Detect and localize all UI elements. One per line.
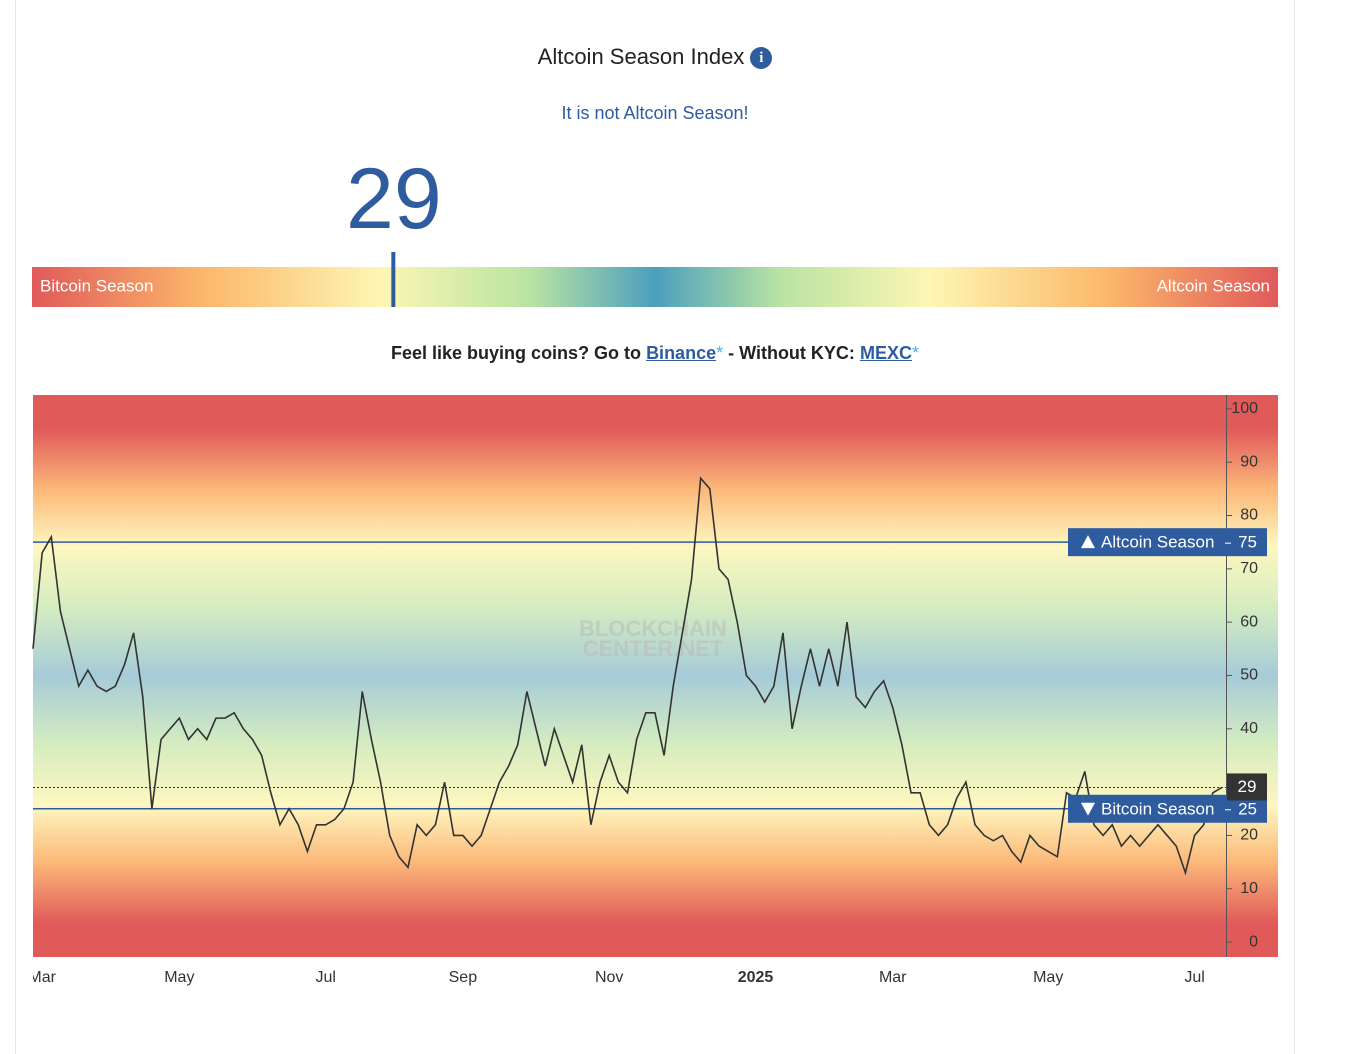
gauge-value: 29 [346, 151, 442, 247]
x-tick-label: 2025 [738, 969, 774, 986]
watermark-text: CENTER.NET [583, 636, 724, 661]
y-tick-label: 80 [1240, 507, 1258, 524]
threshold-label: Altcoin Season [1101, 533, 1214, 552]
watermark: BLOCKCHAIN CENTER.NET [579, 616, 727, 661]
y-tick-label: 0 [1249, 933, 1258, 950]
x-tick-label: Mar [879, 969, 907, 986]
promo-text: - Without KYC: [728, 343, 855, 363]
y-tick-label: 20 [1240, 827, 1258, 844]
y-tick-label: 50 [1240, 667, 1258, 684]
gauge-right-label: Altcoin Season [1157, 276, 1270, 295]
y-tick-label: 40 [1240, 720, 1258, 737]
y-tick-label: 70 [1240, 560, 1258, 577]
gauge-bar [32, 267, 1278, 307]
star: * [716, 343, 724, 363]
threshold-arrow [1081, 802, 1095, 816]
subtitle: It is not Altcoin Season! [561, 103, 749, 123]
current-value: 29 [1238, 777, 1257, 796]
threshold-value: 75 [1238, 533, 1257, 552]
threshold-value: 25 [1238, 799, 1257, 818]
y-tick-label: 60 [1240, 613, 1258, 630]
y-tick-label: 90 [1240, 453, 1258, 470]
promo-text: Feel like buying coins? Go to [391, 343, 642, 363]
threshold-box [1068, 528, 1267, 557]
threshold-arrow [1081, 535, 1095, 549]
watermark-text: BLOCKCHAIN [579, 616, 727, 641]
current-box [1227, 773, 1267, 801]
info-icon[interactable]: i [750, 47, 773, 69]
y-tick-label: 10 [1240, 880, 1258, 897]
x-tick-label: May [164, 969, 194, 986]
y-tick-label: 100 [1231, 400, 1258, 417]
index-line [32, 476, 1223, 876]
x-tick-label: Sep [449, 969, 478, 986]
x-tick-label: Jul [1184, 969, 1204, 986]
x-tick-label: Jul [315, 969, 335, 986]
star: * [911, 343, 919, 363]
binance-link[interactable]: Binance [646, 343, 717, 363]
threshold-label: Bitcoin Season [1101, 799, 1214, 818]
title: Altcoin Season Index i [0, 44, 1310, 70]
gauge-left-label: Bitcoin Season [40, 276, 153, 295]
x-tick-label: Nov [595, 969, 623, 986]
x-tick-label: Mar [28, 969, 56, 986]
x-tick-label: May [1033, 969, 1063, 986]
mexc-link[interactable]: MEXC [859, 343, 912, 363]
title-text: Altcoin Season Index [537, 44, 745, 69]
plot-background [33, 395, 1278, 957]
promo: Feel like buying coins? Go to Binance* -… [0, 343, 1310, 364]
gauge-needle [391, 252, 396, 307]
